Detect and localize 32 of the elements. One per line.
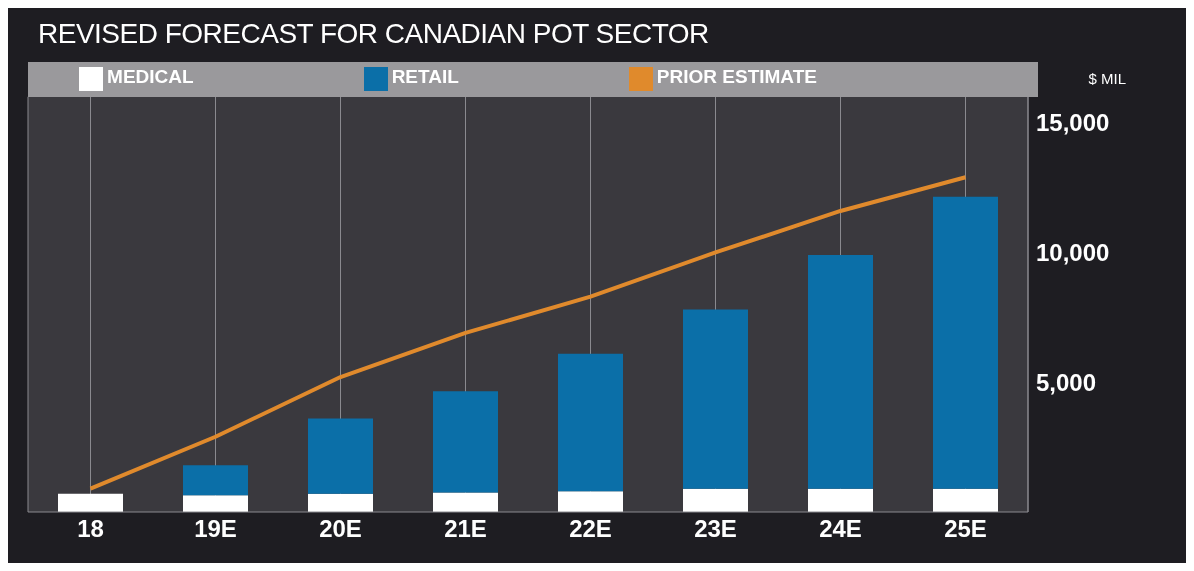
bar <box>808 488 873 512</box>
y-axis-title: $ MIL <box>1088 70 1126 87</box>
legend-label: MEDICAL <box>107 66 194 87</box>
bar <box>433 492 498 512</box>
bar <box>683 309 748 489</box>
chart-title: REVISED FORECAST FOR CANADIAN POT SECTOR <box>37 17 710 51</box>
y-tick-label: 5,000 <box>1036 368 1097 396</box>
bar <box>58 493 123 512</box>
bar <box>558 353 623 492</box>
x-tick-label: 25E <box>944 515 987 543</box>
bar <box>183 495 248 512</box>
x-tick-label: 21E <box>444 515 487 543</box>
bar <box>933 488 998 512</box>
bar <box>558 491 623 512</box>
bar <box>433 391 498 493</box>
bar <box>683 488 748 512</box>
bar <box>183 465 248 496</box>
bar <box>808 255 873 489</box>
x-tick-label: 24E <box>819 515 862 543</box>
line-series <box>88 175 968 491</box>
x-tick-label: 20E <box>319 515 362 543</box>
x-tick-label: 23E <box>694 515 737 543</box>
x-tick-label: 18 <box>77 515 104 543</box>
x-tick-label: 19E <box>194 515 237 543</box>
legend-label: RETAIL <box>391 66 459 87</box>
y-tick-label: 10,000 <box>1036 239 1110 266</box>
bar <box>308 493 373 512</box>
bar <box>933 196 998 489</box>
legend-label: PRIOR ESTIMATE <box>656 66 817 87</box>
y-tick-label: 15,000 <box>1036 109 1110 137</box>
x-tick-label: 22E <box>569 515 612 543</box>
bar <box>308 418 373 494</box>
